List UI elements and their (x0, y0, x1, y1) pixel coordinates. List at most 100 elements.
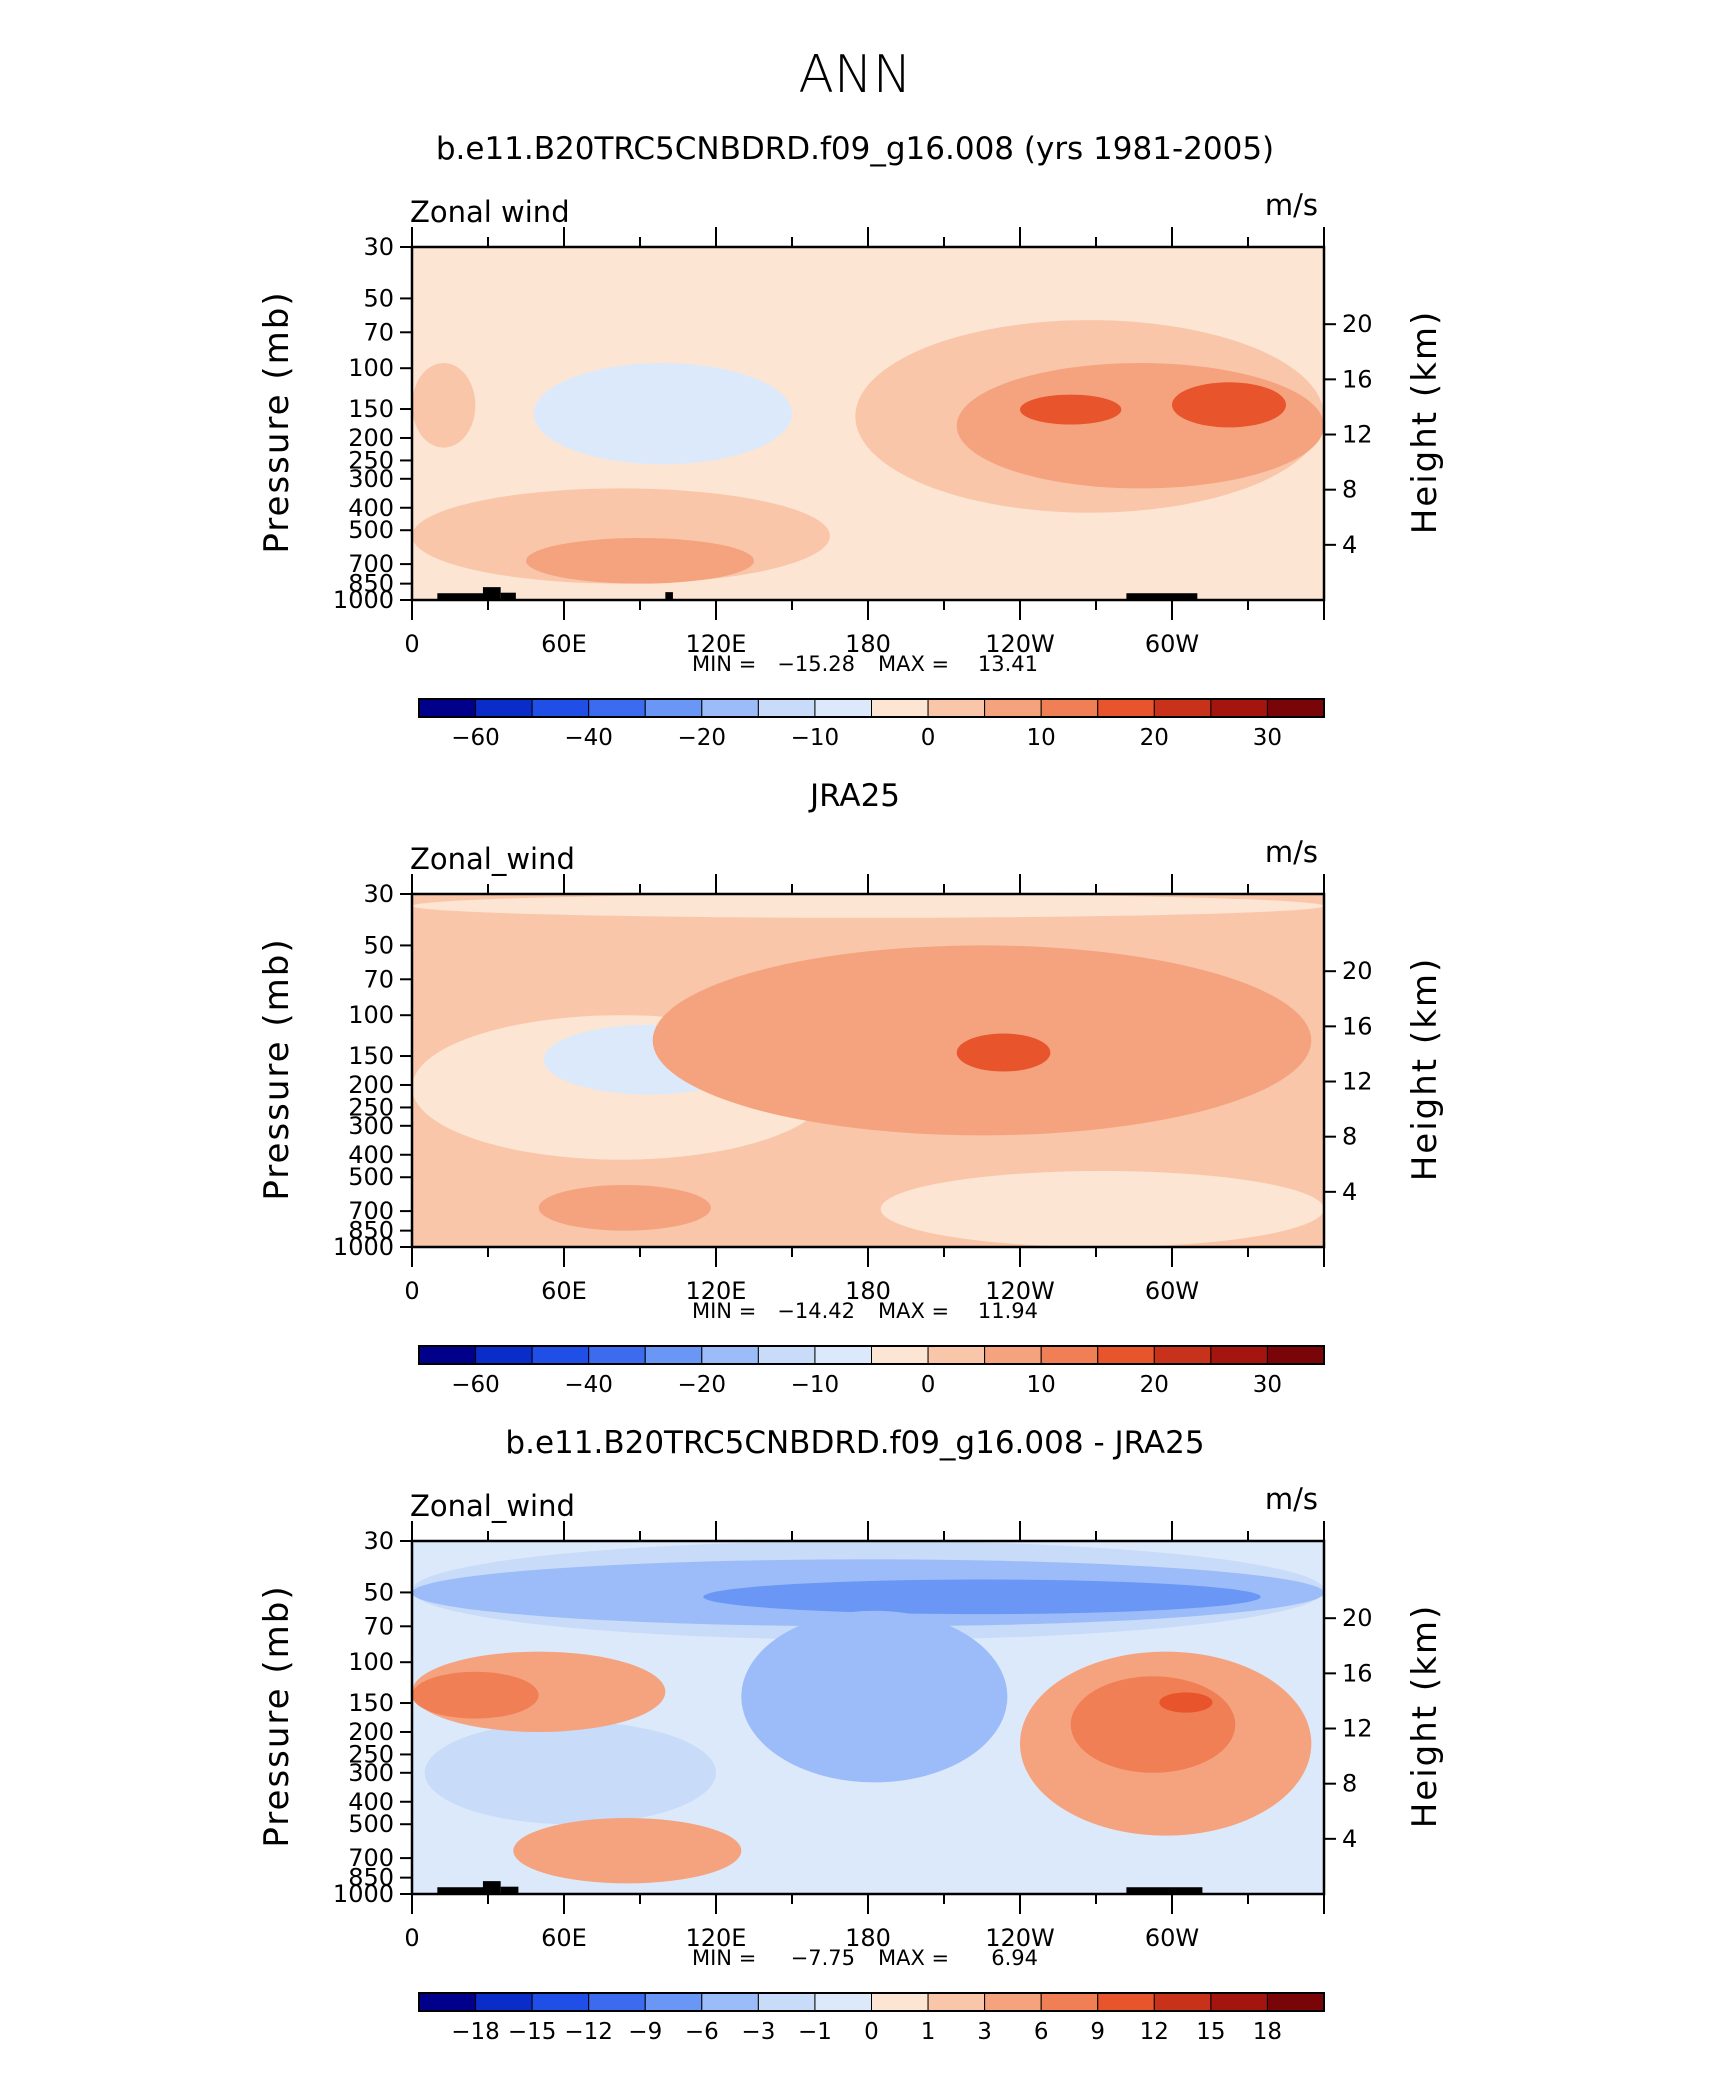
y-axis-label: Pressure (mb) (257, 290, 297, 553)
contour-region-jet-1b (1019, 394, 1122, 425)
height-tick-label: 16 (1342, 1659, 1373, 1687)
colorbar-label: 20 (1140, 1372, 1169, 1398)
y-tick-label: 500 (348, 1810, 394, 1838)
height-tick-label: 20 (1342, 1604, 1373, 1632)
y-tick-label: 1000 (333, 586, 394, 614)
colorbar-label: −15 (508, 2019, 557, 2045)
colorbar-box (1153, 698, 1212, 718)
colorbar-label: 0 (864, 2019, 879, 2045)
y-tick-label: 100 (348, 354, 394, 382)
colorbar-box (1210, 1345, 1268, 1365)
colorbar-label: −40 (564, 725, 613, 751)
y-tick-label: 250 (348, 1093, 394, 1121)
colorbar-frame (418, 698, 1325, 718)
y-tick-label: 30 (363, 233, 394, 261)
max-value: 6.94 (991, 1946, 1038, 1970)
colorbar-box (1210, 698, 1268, 718)
colorbar-box (588, 698, 646, 718)
colorbar-box (871, 1992, 929, 2012)
colorbar-box (644, 698, 703, 718)
min-label: MIN = (692, 1299, 756, 1323)
max-label: MAX = (878, 652, 949, 676)
contour-region-orange-east-core (1070, 1676, 1236, 1773)
colorbar-box (1097, 1992, 1155, 2012)
colorbar-box (814, 1992, 872, 2012)
height-tick-label: 20 (1342, 310, 1373, 338)
y-tick-label: 850 (348, 1217, 394, 1245)
panel-title: b.e11.B20TRC5CNBDRD.f09_g16.008 (yrs 198… (436, 131, 1274, 167)
x-tick-label: 120E (686, 630, 747, 658)
y-tick-label: 850 (348, 1864, 394, 1892)
axes: 3050701001502002503004005007008501000481… (333, 1521, 1373, 1952)
y-tick-label: 500 (348, 1163, 394, 1191)
colorbar-label: −20 (678, 1372, 727, 1398)
min-value: −7.75 (791, 1946, 855, 1970)
colorbar-label: 6 (1034, 2019, 1049, 2045)
y-tick-label: 70 (363, 1612, 394, 1640)
height-tick-label: 8 (1342, 1123, 1357, 1151)
x-tick-label: 180 (845, 1277, 891, 1305)
colorbar-label: −10 (791, 725, 840, 751)
colorbar-box (927, 1992, 986, 2012)
height-tick-label: 4 (1342, 1178, 1357, 1206)
y-tick-label: 400 (348, 1788, 394, 1816)
y-tick-label: 200 (348, 1071, 394, 1099)
colorbar-box (814, 698, 872, 718)
panel-title: JRA25 (808, 778, 900, 814)
min-value: −15.28 (777, 652, 855, 676)
y-tick-label: 300 (348, 1759, 394, 1787)
height-tick-label: 16 (1342, 365, 1373, 393)
height-tick-label: 4 (1342, 531, 1357, 559)
topography-mask (500, 1886, 519, 1894)
colorbar-label: −1 (798, 2019, 832, 2045)
y2-axis-label: Height (km) (1405, 310, 1445, 535)
colorbar-box (475, 1992, 533, 2012)
y-tick-label: 100 (348, 1001, 394, 1029)
units-label: m/s (1265, 1482, 1318, 1516)
x-tick-label: 60W (1145, 630, 1199, 658)
colorbar-box (1040, 1992, 1099, 2012)
colorbar-box (1266, 1992, 1325, 2012)
y-tick-label: 400 (348, 494, 394, 522)
colorbar-label: −60 (451, 1372, 500, 1398)
topography-mask (482, 1881, 501, 1894)
colorbar-box (475, 698, 533, 718)
y-tick-label: 30 (363, 880, 394, 908)
colorbar-label: −9 (628, 2019, 662, 2045)
contour-region-orange-east-max (1159, 1692, 1213, 1713)
contour-region-blue-core (703, 1579, 1261, 1615)
contour-region-jet-1 (956, 363, 1324, 489)
y2-axis-label: Height (km) (1405, 1604, 1445, 1829)
height-tick-label: 16 (1342, 1012, 1373, 1040)
colorbar-box (1097, 698, 1155, 718)
min-label: MIN = (692, 652, 756, 676)
colorbar-label: −60 (451, 725, 500, 751)
panel-1: b.e11.B20TRC5CNBDRD.f09_g16.008 (yrs 198… (257, 131, 1445, 751)
colorbar-label: −3 (741, 2019, 775, 2045)
colorbar-label: −40 (564, 1372, 613, 1398)
colorbar-label: 0 (921, 1372, 936, 1398)
units-label: m/s (1265, 835, 1318, 869)
plot-area (412, 1541, 1324, 1894)
colorbar: −60 −40 −20 −10 0 10 20 30 (418, 698, 1325, 751)
colorbar-box (1210, 1992, 1268, 2012)
panel-3: b.e11.B20TRC5CNBDRD.f09_g16.008 - JRA25 … (257, 1425, 1445, 2045)
colorbar-box (531, 698, 590, 718)
colorbar-box (984, 1992, 1042, 2012)
contour-region-blue-west (424, 1721, 716, 1825)
colorbar-box (701, 1345, 759, 1365)
x-tick-label: 180 (845, 630, 891, 658)
y2-axis-label: Height (km) (1405, 957, 1445, 1182)
y-tick-label: 70 (363, 965, 394, 993)
colorbar-box (701, 698, 759, 718)
contour-region-blue-column (741, 1610, 1008, 1783)
x-tick-label: 60E (541, 1924, 587, 1952)
y-tick-label: 50 (363, 1578, 394, 1606)
min-value: −14.42 (777, 1299, 855, 1323)
y-tick-label: 50 (363, 931, 394, 959)
colorbar-label: 20 (1140, 725, 1169, 751)
colorbar-box (1153, 1992, 1212, 2012)
contour-region-jet-a-core (956, 1033, 1051, 1072)
colorbar-box (814, 1345, 872, 1365)
